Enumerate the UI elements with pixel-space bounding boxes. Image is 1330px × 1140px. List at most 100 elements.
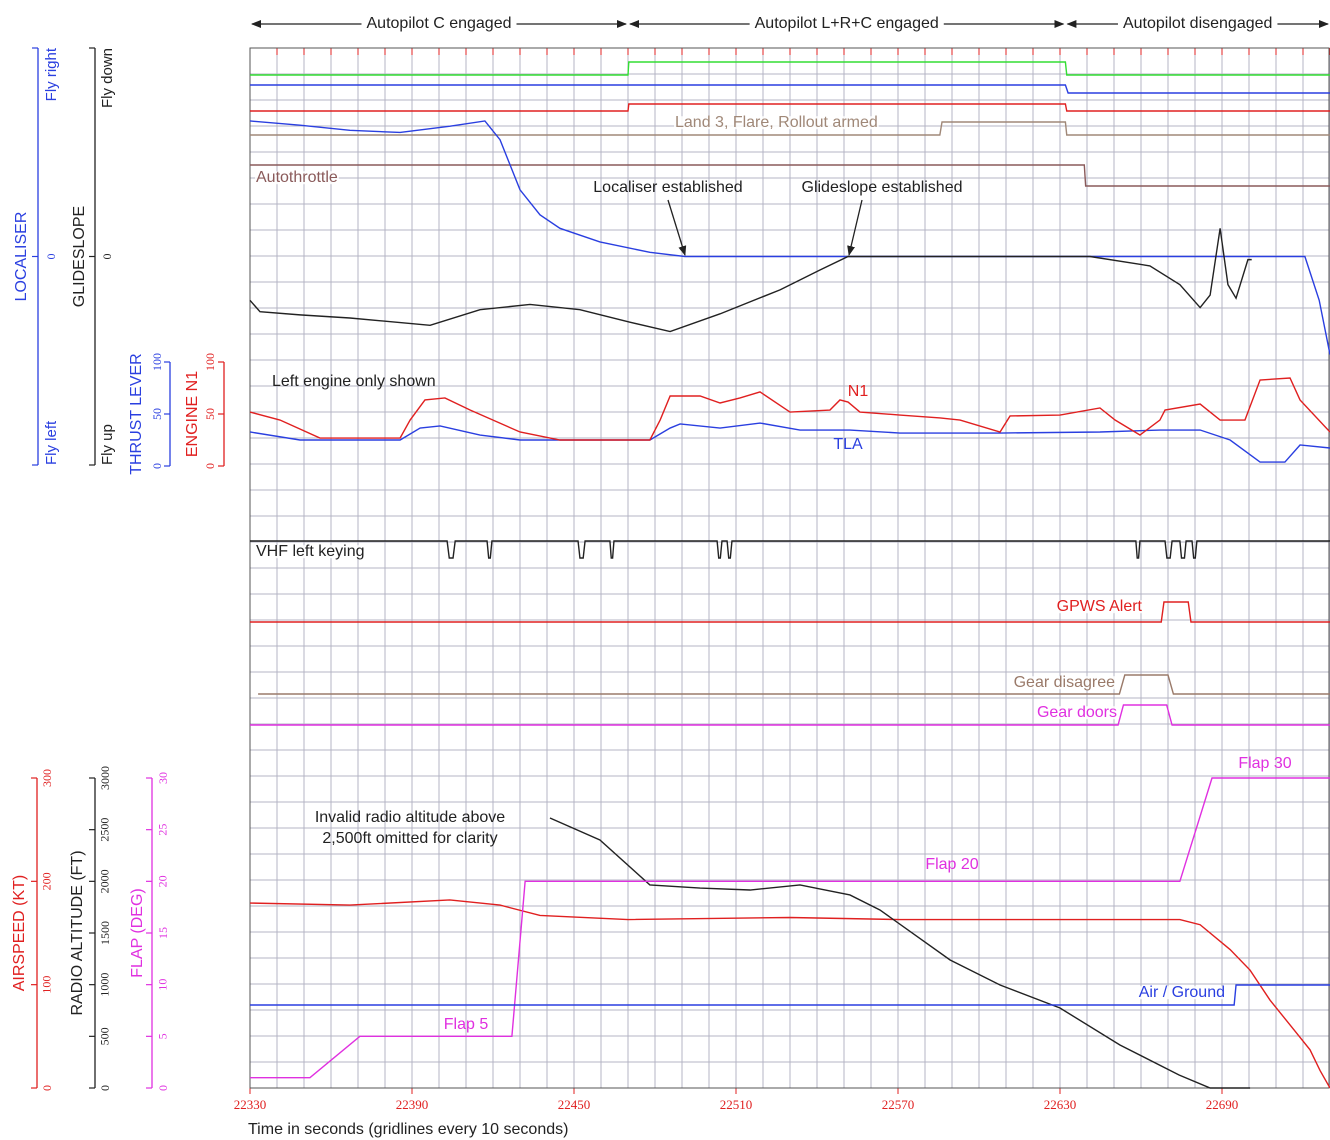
y-tick-label: 0 bbox=[156, 1085, 170, 1091]
trace-label: Gear disagree bbox=[1014, 674, 1115, 691]
phase-label: Autopilot C engaged bbox=[367, 15, 512, 32]
trace bbox=[250, 121, 1330, 136]
x-tick-label: 22330 bbox=[234, 1097, 267, 1112]
trace bbox=[250, 61, 1330, 76]
annotation-arrow bbox=[667, 199, 687, 256]
y-tick-label: 0 bbox=[100, 254, 114, 260]
trace-label: TLA bbox=[833, 436, 863, 453]
y-tick-label: 3000 bbox=[98, 766, 112, 790]
trace bbox=[249, 422, 1330, 463]
y-tick-label: Fly right bbox=[43, 47, 60, 101]
y-tick-label: Fly left bbox=[43, 420, 60, 465]
trace-label: Autothrottle bbox=[256, 169, 338, 186]
trace-label-bg bbox=[674, 116, 879, 130]
y-tick-label: Fly down bbox=[99, 48, 116, 108]
trace-label: Flap 5 bbox=[444, 1016, 489, 1033]
trace bbox=[250, 601, 1330, 623]
trace bbox=[250, 164, 1330, 187]
phase-label-bg bbox=[361, 15, 517, 33]
traces bbox=[249, 61, 1330, 1089]
trace bbox=[250, 103, 1330, 112]
y-tick-label: 2000 bbox=[98, 869, 112, 893]
axis-title: THRUST LEVER bbox=[128, 353, 145, 475]
trace-label: Land 3, Flare, Rollout armed bbox=[675, 114, 878, 131]
trace bbox=[250, 84, 1330, 94]
trace bbox=[250, 704, 1330, 726]
trace-label: GPWS Alert bbox=[1057, 598, 1143, 615]
trace-label-bg bbox=[255, 171, 339, 185]
trace-label-bg bbox=[1137, 986, 1226, 1000]
plot-frame bbox=[249, 47, 1330, 1089]
trace bbox=[258, 674, 1330, 695]
trace-label-bg bbox=[1055, 600, 1144, 614]
x-axis-title: Time in seconds (gridlines every 10 seco… bbox=[248, 1121, 568, 1138]
y-tick-label: 15 bbox=[156, 927, 170, 939]
x-tick-label: 22690 bbox=[1206, 1097, 1239, 1112]
y-tick-label: 500 bbox=[98, 1027, 112, 1045]
phase-label-bg bbox=[1117, 15, 1278, 33]
trace-label: N1 bbox=[848, 383, 869, 400]
y-tick-label: 100 bbox=[40, 976, 54, 994]
trace bbox=[250, 777, 1330, 1079]
trace bbox=[249, 899, 1330, 1089]
trace bbox=[250, 540, 1330, 559]
x-tick-label: 22510 bbox=[720, 1097, 753, 1112]
phase-label-bg bbox=[749, 15, 944, 33]
axis-title: RADIO ALTITUDE (FT) bbox=[69, 850, 86, 1015]
trace-label: Air / Ground bbox=[1139, 984, 1225, 1001]
annotation: Left engine only shown bbox=[272, 373, 436, 390]
trace-label: Flap 20 bbox=[925, 856, 978, 873]
y-tick-label: 1000 bbox=[98, 973, 112, 997]
phase-label: Autopilot disengaged bbox=[1123, 15, 1272, 32]
y-tick-label: 2500 bbox=[98, 818, 112, 842]
y-tick-label: 25 bbox=[156, 824, 170, 836]
y-tick-label: 100 bbox=[203, 353, 217, 371]
trace bbox=[549, 817, 1251, 1089]
annotation: Localiser established bbox=[593, 179, 742, 196]
trace-label: Gear doors bbox=[1037, 704, 1117, 721]
y-tick-label: 1500 bbox=[98, 921, 112, 945]
axis-title: GLIDESLOPE bbox=[71, 206, 88, 307]
y-tick-label: 0 bbox=[203, 463, 217, 469]
trace-label-bg bbox=[1035, 706, 1118, 720]
y-tick-label: 300 bbox=[40, 769, 54, 787]
y-tick-label: Fly up bbox=[99, 424, 116, 465]
trace-label-bg bbox=[255, 545, 366, 559]
y-tick-label: 0 bbox=[150, 463, 164, 469]
y-tick-label: 10 bbox=[156, 979, 170, 991]
axis-title: ENGINE N1 bbox=[184, 371, 201, 457]
annotation: Glideslope established bbox=[802, 179, 963, 196]
y-tick-label: 30 bbox=[156, 772, 170, 784]
labels: 22330 22390 22450 22510 22570 22630 22690 Time … bbox=[11, 15, 1329, 1138]
x-tick-label: 22450 bbox=[558, 1097, 591, 1112]
annotation: 2,500ft omitted for clarity bbox=[322, 830, 497, 847]
trace bbox=[250, 984, 1330, 1006]
y-tick-label: 5 bbox=[156, 1033, 170, 1039]
axis-title: FLAP (DEG) bbox=[129, 888, 146, 978]
axis-title: AIRSPEED (KT) bbox=[11, 875, 28, 991]
y-tick-label: 200 bbox=[40, 872, 54, 890]
y-tick-label: 0 bbox=[98, 1085, 112, 1091]
axis-title: LOCALISER bbox=[13, 212, 30, 302]
y-tick-label: 20 bbox=[156, 875, 170, 887]
y-tick-label: 50 bbox=[203, 408, 217, 420]
y-tick-label: 50 bbox=[150, 408, 164, 420]
grid bbox=[249, 48, 1330, 1094]
annotation-arrow bbox=[847, 199, 863, 256]
trace-label-bg bbox=[1012, 676, 1117, 690]
x-tick-label: 22630 bbox=[1044, 1097, 1077, 1112]
y-tick-label: 100 bbox=[150, 353, 164, 371]
x-tick-label: 22390 bbox=[396, 1097, 429, 1112]
annotation: Invalid radio altitude above bbox=[315, 809, 505, 826]
trace-label: Flap 30 bbox=[1238, 755, 1291, 772]
trace-label: VHF left keying bbox=[256, 543, 364, 560]
y-tick-label: 0 bbox=[40, 1085, 54, 1091]
phase-label: Autopilot L+R+C engaged bbox=[755, 15, 939, 32]
trace bbox=[249, 228, 1252, 333]
y-tick-label: 0 bbox=[44, 254, 58, 260]
trace bbox=[249, 377, 1330, 441]
x-tick-label: 22570 bbox=[882, 1097, 915, 1112]
